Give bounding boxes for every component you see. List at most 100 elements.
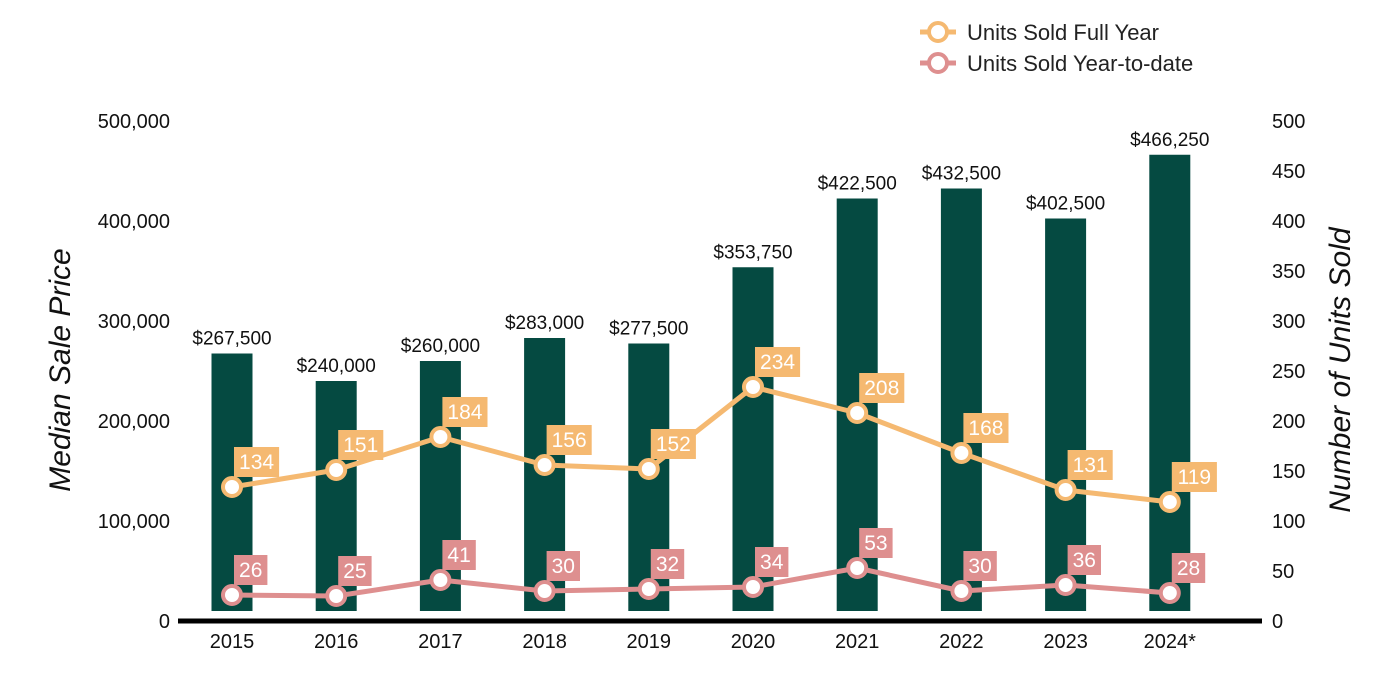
legend-label: Units Sold Year-to-date [967, 51, 1193, 76]
point-value-label: 53 [864, 532, 887, 555]
right-axis-tick-label: 400 [1272, 211, 1305, 233]
point-label-box [338, 430, 384, 460]
x-axis-tick-label: 2019 [627, 631, 672, 653]
line-units-sold-year-to-date [231, 565, 1170, 599]
point-label-box [963, 413, 1009, 443]
bar-2024* [1149, 154, 1191, 611]
right-axis-tick-label: 500 [1272, 111, 1305, 133]
legend-label: Units Sold Full Year [967, 20, 1159, 45]
point-units-sold-year-to-date [846, 557, 869, 579]
point-units-sold-year-to-date [533, 580, 556, 602]
x-axis-tick-label: 2020 [731, 631, 776, 653]
point-units-sold-full-year [1054, 479, 1077, 501]
bar-value-label: $277,500 [609, 319, 688, 340]
point-label-box [650, 549, 685, 579]
point-value-label: 134 [239, 451, 274, 474]
x-axis-tick-label: 2016 [314, 631, 359, 653]
point-value-label: 32 [656, 553, 679, 576]
point-value-label: 28 [1177, 557, 1200, 580]
bar-value-label: $240,000 [297, 356, 376, 377]
left-axis-ticks: 0 100,000 200,000 300,000 400,000 500,000 [98, 111, 170, 633]
point-label-box [650, 429, 696, 459]
left-axis-tick-label: 0 [159, 611, 170, 633]
left-axis-tick-label: 400,000 [98, 211, 170, 233]
bar-value-label: $466,250 [1130, 130, 1209, 151]
bar-labels-group: $267,500 $240,000 $260,000 $283,000 $277,500… [192, 130, 1209, 377]
point-units-sold-year-to-date [950, 580, 973, 602]
point-units-sold-full-year [950, 442, 973, 464]
point-value-label: 119 [1178, 466, 1211, 489]
point-units-sold-year-to-date [637, 578, 660, 600]
right-axis-tick-label: 100 [1272, 511, 1305, 533]
point-value-label: 208 [864, 377, 899, 400]
point-label-box [338, 556, 372, 586]
left-axis-tick-label: 100,000 [98, 511, 170, 533]
point-label-box [234, 447, 280, 477]
x-axis-tick-label: 2022 [939, 631, 984, 653]
point-value-label: 26 [239, 559, 262, 582]
point-units-sold-full-year [221, 476, 243, 498]
point-label-box [1067, 545, 1101, 575]
point-units-sold-year-to-date [1054, 574, 1077, 596]
point-units-sold-year-to-date [325, 585, 348, 607]
left-axis-tick-label: 200,000 [98, 411, 170, 433]
bar-value-label: $422,500 [818, 174, 897, 195]
point-label-box [859, 528, 893, 558]
line-units-sold-full-year [231, 384, 1171, 505]
legend-swatch-marker [927, 21, 949, 43]
bar-value-label: $402,500 [1026, 194, 1105, 215]
point-label-box [859, 373, 905, 403]
point-label-box [755, 347, 801, 377]
point-units-sold-full-year [429, 426, 452, 448]
point-units-sold-full-year [533, 454, 556, 476]
point-value-label: 34 [760, 551, 784, 574]
x-axis-tick-label: 2017 [418, 631, 463, 653]
point-value-label: 30 [968, 555, 991, 578]
x-axis-tick-label: 2021 [835, 631, 880, 653]
right-axis-title: Number of Units Sold [1324, 226, 1357, 512]
point-label-box [963, 551, 997, 581]
point-label-box [442, 540, 476, 570]
right-axis-tick-label: 450 [1272, 161, 1305, 183]
right-axis-tick-label: 0 [1272, 611, 1283, 633]
point-value-label: 151 [343, 434, 378, 457]
point-value-label: 30 [552, 555, 575, 578]
legend-swatch-marker [927, 52, 949, 74]
bar-2022 [940, 188, 982, 611]
right-axis-tick-label: 150 [1272, 461, 1305, 483]
x-axis-tick-label: 2023 [1043, 631, 1088, 653]
point-units-sold-year-to-date [1158, 582, 1181, 604]
point-units-sold-full-year [637, 458, 660, 480]
point-label-box [442, 397, 488, 427]
bar-value-label: $267,500 [192, 329, 271, 350]
bar-value-label: $353,750 [713, 242, 792, 263]
left-axis-title: Median Sale Price [44, 248, 77, 491]
point-value-label: 25 [343, 560, 366, 583]
point-value-label: 152 [656, 433, 691, 456]
point-units-sold-year-to-date [742, 576, 764, 598]
point-units-sold-year-to-date [429, 569, 452, 591]
bar-value-label: $260,000 [401, 336, 480, 357]
point-value-label: 36 [1073, 549, 1096, 572]
point-label-box [546, 425, 592, 455]
right-axis-tick-label: 200 [1272, 411, 1305, 433]
x-axis-tick-label: 2018 [522, 631, 567, 653]
point-label-box [234, 555, 268, 585]
point-value-label: 184 [447, 401, 482, 424]
point-value-label: 131 [1073, 454, 1108, 477]
point-label-box [546, 551, 580, 581]
x-axis-ticks: 2015 2016 2017 2018 2019 2020 2021 2022 2023 2024… [210, 631, 1196, 653]
legend: Units Sold Full Year Units Sold Year-to-d… [920, 20, 1193, 76]
right-axis-ticks: 0 50 100 150 200 250 300 350 400 450 500 [1272, 111, 1305, 633]
bar-value-label: $432,500 [922, 164, 1001, 185]
point-label-box [755, 547, 789, 577]
x-axis-tick-label: 2024* [1144, 631, 1196, 653]
left-axis-tick-label: 300,000 [98, 311, 170, 333]
left-axis-tick-label: 500,000 [98, 111, 170, 133]
point-value-label: 234 [760, 351, 795, 374]
point-label-box [1067, 450, 1113, 480]
point-value-label: 156 [552, 429, 587, 452]
bar-value-label: $283,000 [505, 313, 584, 334]
point-units-sold-year-to-date [221, 584, 243, 606]
